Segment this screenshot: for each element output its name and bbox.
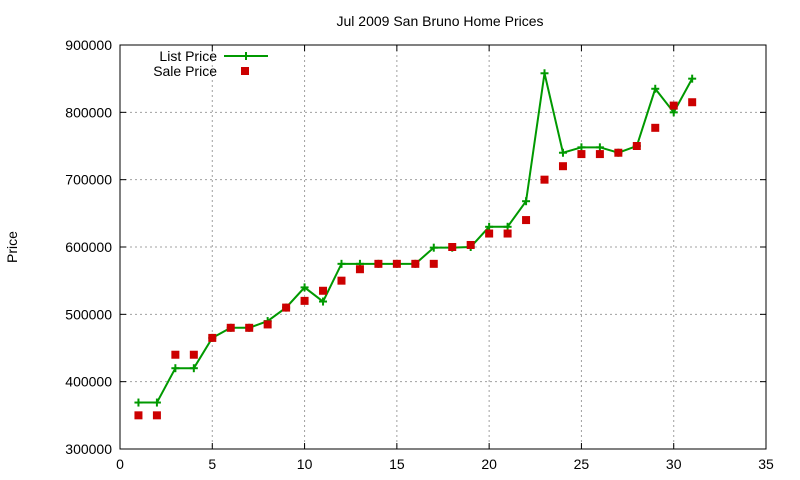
- x-tick-label: 0: [116, 456, 124, 472]
- x-tick-label: 5: [208, 456, 216, 472]
- sale-price-point: [337, 276, 346, 285]
- list-price-point: [485, 222, 494, 231]
- y-tick-label: 600000: [65, 239, 112, 255]
- sale-price-point: [577, 150, 586, 159]
- sale-price-point: [669, 101, 678, 110]
- list-price-point: [189, 364, 198, 373]
- sale-price-point: [300, 296, 309, 305]
- list-price-point: [503, 222, 512, 231]
- sale-price-point: [226, 323, 235, 332]
- legend-marker-sale-price: [241, 67, 249, 75]
- x-tick-label: 10: [297, 456, 313, 472]
- list-price-point: [522, 197, 531, 206]
- y-tick-label: 800000: [65, 104, 112, 120]
- x-tick-label: 30: [666, 456, 682, 472]
- list-price-point: [540, 69, 549, 78]
- x-tick-label: 15: [389, 456, 405, 472]
- sale-price-point: [319, 286, 328, 295]
- list-price-point: [171, 364, 180, 373]
- series-line-list-price: [138, 73, 694, 404]
- list-price-point: [688, 74, 697, 83]
- sale-price-point: [189, 350, 198, 359]
- sale-price-point: [540, 175, 549, 184]
- list-price-point: [337, 259, 346, 268]
- sale-price-point: [651, 123, 660, 132]
- sale-price-point: [245, 323, 254, 332]
- grid-layer: [120, 45, 766, 449]
- sale-price-point: [171, 350, 180, 359]
- x-tick-label: 25: [574, 456, 590, 472]
- y-axis-label: Price: [4, 231, 20, 263]
- list-price-point: [152, 398, 161, 407]
- legend: List Price Sale Price: [153, 48, 268, 79]
- y-tick-label: 500000: [65, 306, 112, 322]
- sale-price-point: [688, 98, 697, 107]
- sale-price-point: [448, 243, 457, 251]
- sale-price-point: [558, 162, 567, 171]
- y-tick-label: 700000: [65, 172, 112, 188]
- sale-price-point: [282, 303, 291, 312]
- series-layer: [134, 69, 697, 420]
- sale-price-point: [632, 142, 641, 150]
- sale-price-point: [522, 216, 531, 225]
- sale-price-point: [466, 240, 475, 249]
- legend-marker-list-price: [242, 52, 250, 60]
- y-tick-label: 400000: [65, 374, 112, 390]
- legend-label-list-price: List Price: [159, 48, 217, 64]
- tick-layer: 0 5 10 15 20 25 30 35 300000 400000 500000 600000 70…: [65, 37, 774, 472]
- list-price-point: [300, 283, 309, 292]
- sale-price-point: [429, 259, 438, 268]
- sale-price-point: [208, 333, 217, 342]
- x-tick-label: 20: [481, 456, 497, 472]
- sale-price-point: [411, 259, 420, 268]
- sale-price-point: [263, 320, 272, 329]
- sale-price-point: [152, 411, 161, 420]
- list-price-point: [319, 297, 328, 306]
- chart-title: Jul 2009 San Bruno Home Prices: [337, 13, 544, 29]
- legend-label-sale-price: Sale Price: [153, 63, 217, 79]
- y-tick-label: 300000: [65, 441, 112, 457]
- sale-price-point: [595, 150, 604, 159]
- list-price-point: [651, 84, 660, 93]
- list-price-point: [669, 108, 678, 117]
- list-price-point: [558, 148, 567, 157]
- list-price-point: [595, 143, 604, 152]
- x-tick-label: 35: [758, 456, 774, 472]
- sale-price-point: [374, 259, 383, 268]
- sale-price-point: [134, 411, 143, 420]
- sale-price-point: [392, 259, 401, 268]
- legend-plus-glyph: [242, 52, 250, 60]
- sale-price-point: [503, 229, 512, 238]
- list-price-point: [429, 243, 438, 252]
- y-tick-label: 900000: [65, 37, 112, 53]
- sale-price-point: [485, 229, 494, 238]
- list-price-point: [577, 143, 586, 152]
- sale-price-point: [614, 148, 623, 157]
- list-price-point: [134, 398, 143, 407]
- sale-price-point: [355, 265, 364, 274]
